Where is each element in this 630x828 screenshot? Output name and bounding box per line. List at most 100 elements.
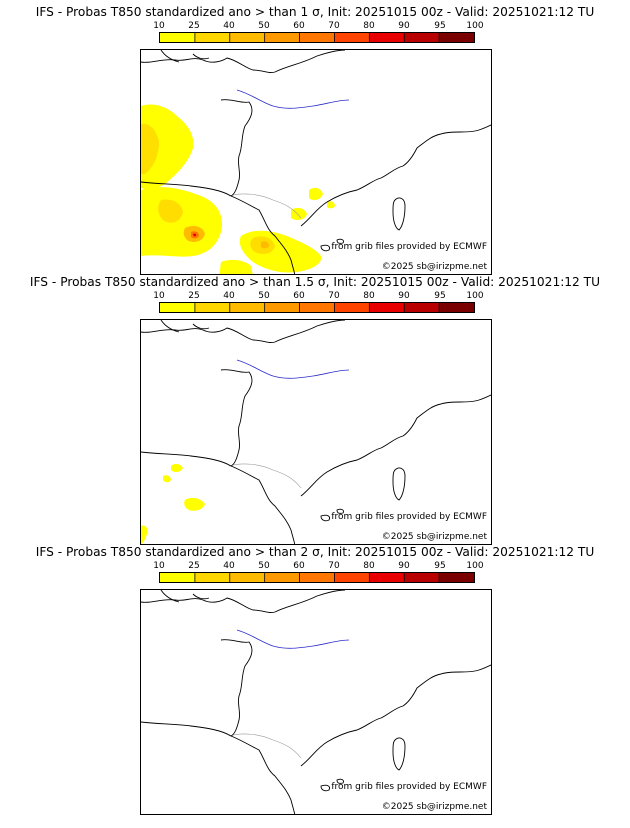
colorbar-segment — [439, 573, 474, 582]
colorbar-tick: 100 — [466, 21, 484, 31]
colorbar — [159, 572, 475, 583]
credit-copyright: ©2025 sb@irizpme.net — [381, 262, 487, 272]
colorbar-tick: 90 — [398, 561, 410, 571]
map-frame: from grib files provided by ECMWF ©2025 … — [140, 319, 492, 545]
colorbar-segment — [369, 33, 405, 42]
colorbar-tick: 80 — [363, 291, 375, 301]
map-frame: from grib files provided by ECMWF ©2025 … — [140, 589, 492, 815]
colorbar-tick: 25 — [188, 291, 200, 301]
coastline — [141, 590, 491, 814]
river — [236, 89, 350, 109]
colorbar-segment — [264, 303, 301, 312]
colorbar-tick: 60 — [293, 21, 305, 31]
colorbar-segment — [334, 33, 370, 42]
colorbar-tick: 95 — [434, 21, 446, 31]
colorbar-segment — [369, 573, 405, 582]
colorbar-tick: 40 — [223, 291, 235, 301]
colorbar-segment — [264, 33, 301, 42]
colorbar-tick: 95 — [434, 291, 446, 301]
border — [228, 733, 302, 759]
colorbar-segment — [439, 303, 474, 312]
credit-source: from grib files provided by ECMWF — [331, 512, 487, 522]
border — [228, 463, 302, 489]
panel-1: IFS - Probas T850 standardized ano > tha… — [0, 4, 630, 275]
colorbar-tick: 40 — [223, 21, 235, 31]
panel-2: IFS - Probas T850 standardized ano > tha… — [0, 274, 630, 545]
island-corsica — [392, 197, 406, 231]
colorbar-tick: 10 — [153, 561, 165, 571]
colorbar-segment — [404, 573, 440, 582]
colorbar-ticks: 10 25 40 50 60 70 80 90 95 100 — [153, 290, 483, 302]
colorbar-segment — [334, 573, 370, 582]
credit-copyright: ©2025 sb@irizpme.net — [381, 532, 487, 542]
colorbar-tick: 25 — [188, 561, 200, 571]
colorbar-segment — [299, 573, 335, 582]
island-uk — [160, 50, 210, 63]
colorbar-segment — [299, 303, 335, 312]
colorbar-segment — [334, 303, 370, 312]
colorbar-tick: 90 — [398, 21, 410, 31]
coastline — [141, 320, 491, 544]
colorbar-tick: 10 — [153, 21, 165, 31]
credit-source: from grib files provided by ECMWF — [331, 782, 487, 792]
colorbar-segment — [194, 33, 231, 42]
colorbar-tick: 100 — [466, 291, 484, 301]
probability-shading — [141, 104, 335, 274]
colorbar-segment — [229, 573, 266, 582]
colorbar-ticks: 10 25 40 50 60 70 80 90 95 100 — [153, 560, 483, 572]
colorbar-tick: 25 — [188, 21, 200, 31]
panel-title: IFS - Probas T850 standardized ano > tha… — [29, 275, 601, 289]
colorbar-segment — [264, 573, 301, 582]
colorbar-tick: 70 — [328, 561, 340, 571]
colorbar-segment — [194, 303, 231, 312]
river — [236, 629, 350, 649]
colorbar-segment — [160, 33, 196, 42]
panel-3: IFS - Probas T850 standardized ano > tha… — [0, 544, 630, 815]
panel-title: IFS - Probas T850 standardized ano > tha… — [35, 5, 595, 19]
island-uk — [160, 320, 210, 333]
credit-copyright: ©2025 sb@irizpme.net — [381, 802, 487, 812]
colorbar-tick: 40 — [223, 561, 235, 571]
colorbar-tick: 70 — [328, 21, 340, 31]
credit-source: from grib files provided by ECMWF — [331, 242, 487, 252]
colorbar-segment — [369, 303, 405, 312]
geography-lines — [141, 590, 491, 814]
colorbar — [159, 302, 475, 313]
colorbar-tick: 80 — [363, 21, 375, 31]
border — [228, 193, 302, 219]
island-balearic — [320, 238, 344, 252]
coastline — [141, 50, 491, 274]
probability-shading — [141, 463, 205, 544]
colorbar-tick: 80 — [363, 561, 375, 571]
geography-lines — [141, 50, 491, 274]
colorbar-segment — [404, 303, 440, 312]
colorbar-tick: 50 — [258, 291, 270, 301]
colorbar-tick: 50 — [258, 561, 270, 571]
island-corsica — [392, 737, 406, 771]
colorbar-segment — [229, 303, 266, 312]
colorbar-tick: 100 — [466, 561, 484, 571]
panel-title: IFS - Probas T850 standardized ano > tha… — [35, 545, 595, 559]
colorbar-tick: 10 — [153, 291, 165, 301]
colorbar-segment — [404, 33, 440, 42]
colorbar-segment — [439, 33, 474, 42]
colorbar-tick: 50 — [258, 21, 270, 31]
colorbar-ticks: 10 25 40 50 60 70 80 90 95 100 — [153, 20, 483, 32]
colorbar — [159, 32, 475, 43]
island-corsica — [392, 467, 406, 501]
colorbar-segment — [160, 573, 196, 582]
colorbar-segment — [194, 573, 231, 582]
colorbar-segment — [299, 33, 335, 42]
colorbar-tick: 60 — [293, 291, 305, 301]
colorbar-tick: 90 — [398, 291, 410, 301]
colorbar-segment — [229, 33, 266, 42]
colorbar-tick: 70 — [328, 291, 340, 301]
colorbar-segment — [160, 303, 196, 312]
geography-lines — [141, 320, 491, 544]
island-balearic — [320, 778, 344, 792]
colorbar-tick: 95 — [434, 561, 446, 571]
river — [236, 359, 350, 379]
map-frame: from grib files provided by ECMWF ©2025 … — [140, 49, 492, 275]
colorbar-tick: 60 — [293, 561, 305, 571]
island-uk — [160, 590, 210, 603]
